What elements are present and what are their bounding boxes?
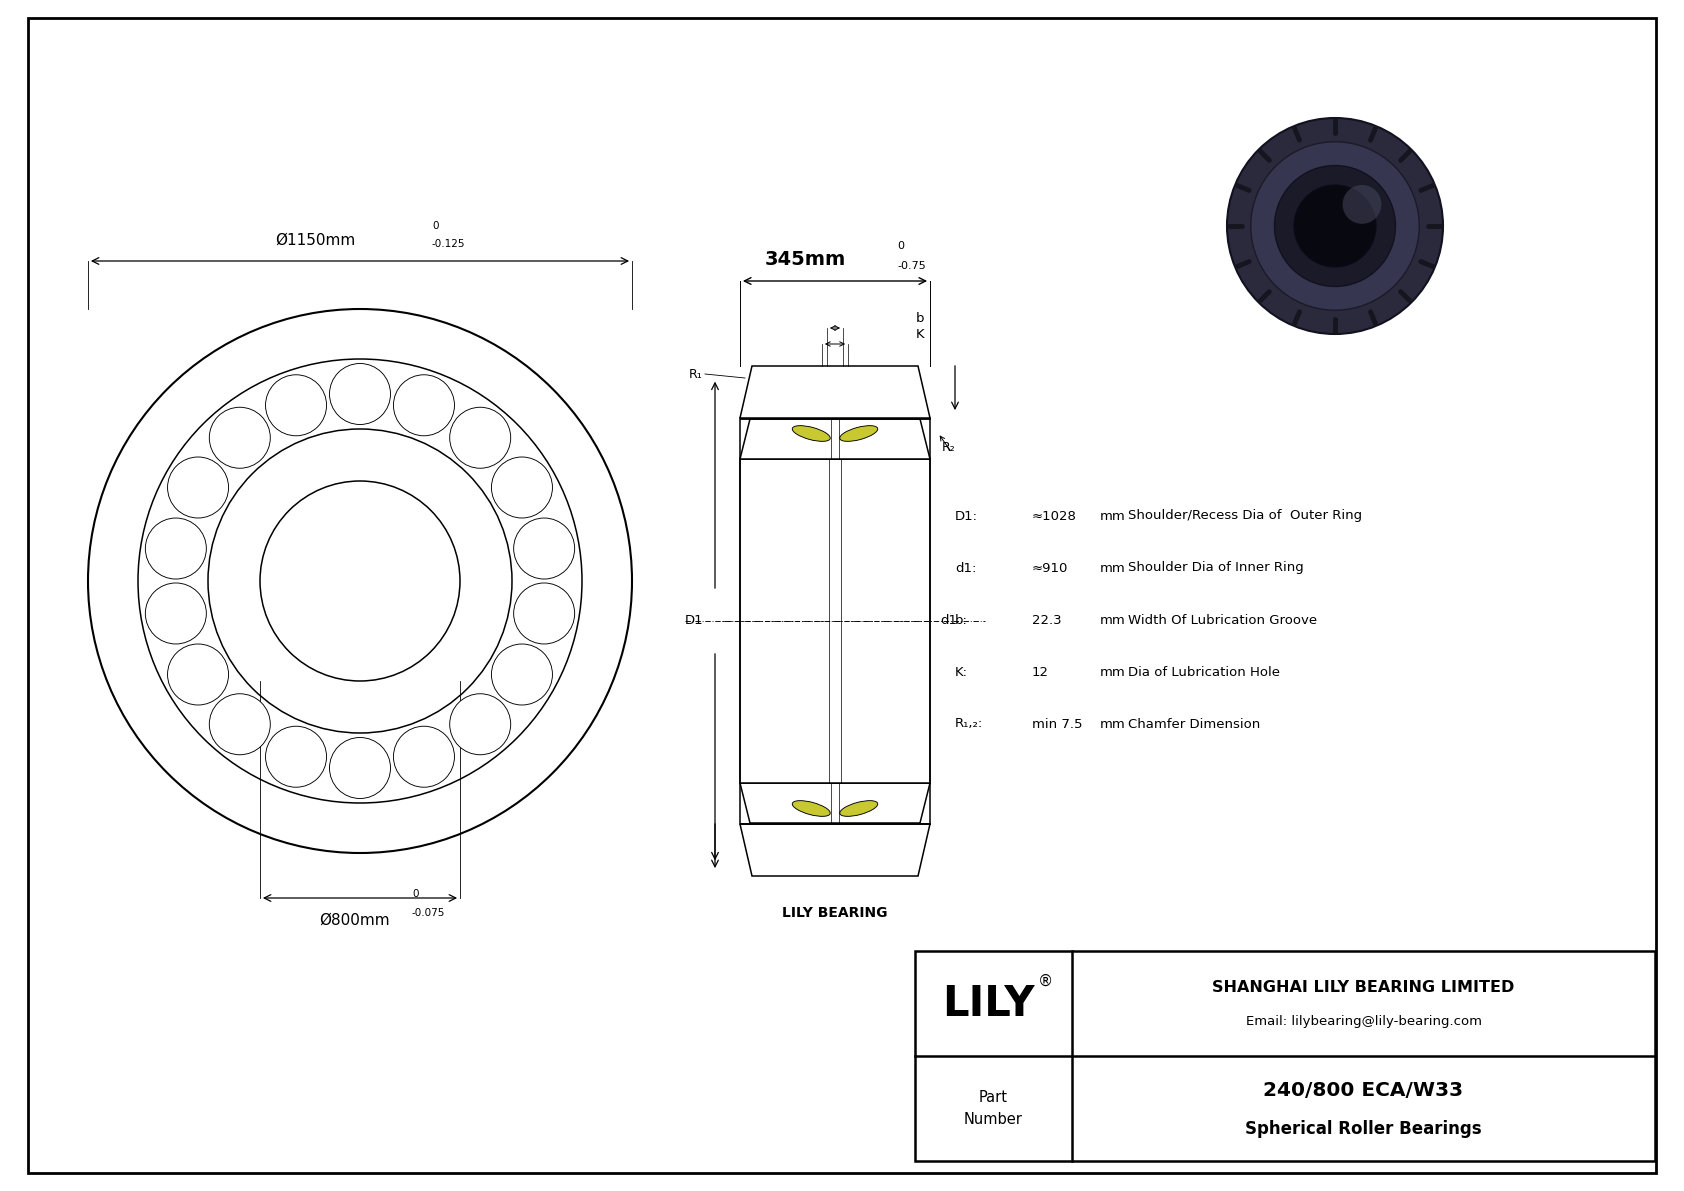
Ellipse shape <box>791 425 830 442</box>
Circle shape <box>330 363 391 424</box>
Text: Chamfer Dimension: Chamfer Dimension <box>1128 717 1260 730</box>
Text: d1: d1 <box>940 615 957 628</box>
Text: b: b <box>916 312 925 325</box>
Circle shape <box>1293 185 1376 267</box>
Text: R₁: R₁ <box>689 368 702 380</box>
Circle shape <box>266 375 327 436</box>
Ellipse shape <box>791 800 830 816</box>
Text: D1: D1 <box>684 615 702 628</box>
Polygon shape <box>739 824 930 877</box>
Circle shape <box>330 737 391 798</box>
Circle shape <box>1342 185 1381 224</box>
Text: Dia of Lubrication Hole: Dia of Lubrication Hole <box>1128 666 1280 679</box>
Text: Shoulder Dia of Inner Ring: Shoulder Dia of Inner Ring <box>1128 561 1303 574</box>
Text: 345mm: 345mm <box>765 250 845 269</box>
Text: ®: ® <box>1037 974 1052 989</box>
Circle shape <box>209 407 271 468</box>
Ellipse shape <box>840 800 877 816</box>
Polygon shape <box>739 419 930 459</box>
Text: mm: mm <box>1100 561 1125 574</box>
Text: mm: mm <box>1100 666 1125 679</box>
Circle shape <box>492 644 552 705</box>
Bar <box>914 950 1655 1161</box>
Text: K: K <box>916 328 925 341</box>
Circle shape <box>145 582 207 644</box>
Circle shape <box>167 644 229 705</box>
Text: K:: K: <box>955 666 968 679</box>
Text: Ø1150mm: Ø1150mm <box>274 233 355 248</box>
Text: SHANGHAI LILY BEARING LIMITED: SHANGHAI LILY BEARING LIMITED <box>1212 980 1514 994</box>
Circle shape <box>394 375 455 436</box>
Text: min 7.5: min 7.5 <box>1032 717 1083 730</box>
Text: -0.125: -0.125 <box>433 239 465 249</box>
Polygon shape <box>739 366 930 418</box>
Circle shape <box>450 693 510 755</box>
Text: 22.3: 22.3 <box>1032 613 1061 626</box>
Circle shape <box>167 457 229 518</box>
Text: LILY BEARING: LILY BEARING <box>783 906 887 919</box>
Polygon shape <box>739 782 930 823</box>
Text: 0: 0 <box>898 241 904 251</box>
Circle shape <box>1275 166 1396 287</box>
Text: mm: mm <box>1100 717 1125 730</box>
Circle shape <box>450 407 510 468</box>
Text: Ø800mm: Ø800mm <box>320 913 391 928</box>
Text: d1:: d1: <box>955 561 977 574</box>
Text: Spherical Roller Bearings: Spherical Roller Bearings <box>1244 1120 1482 1137</box>
Circle shape <box>514 518 574 579</box>
Circle shape <box>1251 142 1420 310</box>
Text: b:: b: <box>955 613 968 626</box>
Text: 0: 0 <box>433 222 438 231</box>
Circle shape <box>266 727 327 787</box>
Text: ≈910: ≈910 <box>1032 561 1068 574</box>
Text: mm: mm <box>1100 613 1125 626</box>
Text: 240/800 ECA/W33: 240/800 ECA/W33 <box>1263 1081 1463 1100</box>
Text: 0: 0 <box>413 888 419 899</box>
Text: -0.75: -0.75 <box>898 261 926 272</box>
Text: mm: mm <box>1100 510 1125 523</box>
Circle shape <box>492 457 552 518</box>
Text: ≈1028: ≈1028 <box>1032 510 1076 523</box>
Text: -0.075: -0.075 <box>413 908 445 918</box>
Text: Email: lilybearing@lily-bearing.com: Email: lilybearing@lily-bearing.com <box>1246 1015 1482 1028</box>
Text: Shoulder/Recess Dia of  Outer Ring: Shoulder/Recess Dia of Outer Ring <box>1128 510 1362 523</box>
Circle shape <box>145 518 207 579</box>
Text: LILY: LILY <box>943 983 1034 1024</box>
Text: R₂: R₂ <box>941 442 957 455</box>
Ellipse shape <box>840 425 877 442</box>
Circle shape <box>394 727 455 787</box>
Circle shape <box>1228 118 1443 333</box>
Circle shape <box>514 582 574 644</box>
Circle shape <box>209 693 271 755</box>
Text: Part
Number: Part Number <box>963 1091 1022 1127</box>
Text: 12: 12 <box>1032 666 1049 679</box>
Text: D1:: D1: <box>955 510 978 523</box>
Text: R₁,₂:: R₁,₂: <box>955 717 983 730</box>
Text: Width Of Lubrication Groove: Width Of Lubrication Groove <box>1128 613 1317 626</box>
